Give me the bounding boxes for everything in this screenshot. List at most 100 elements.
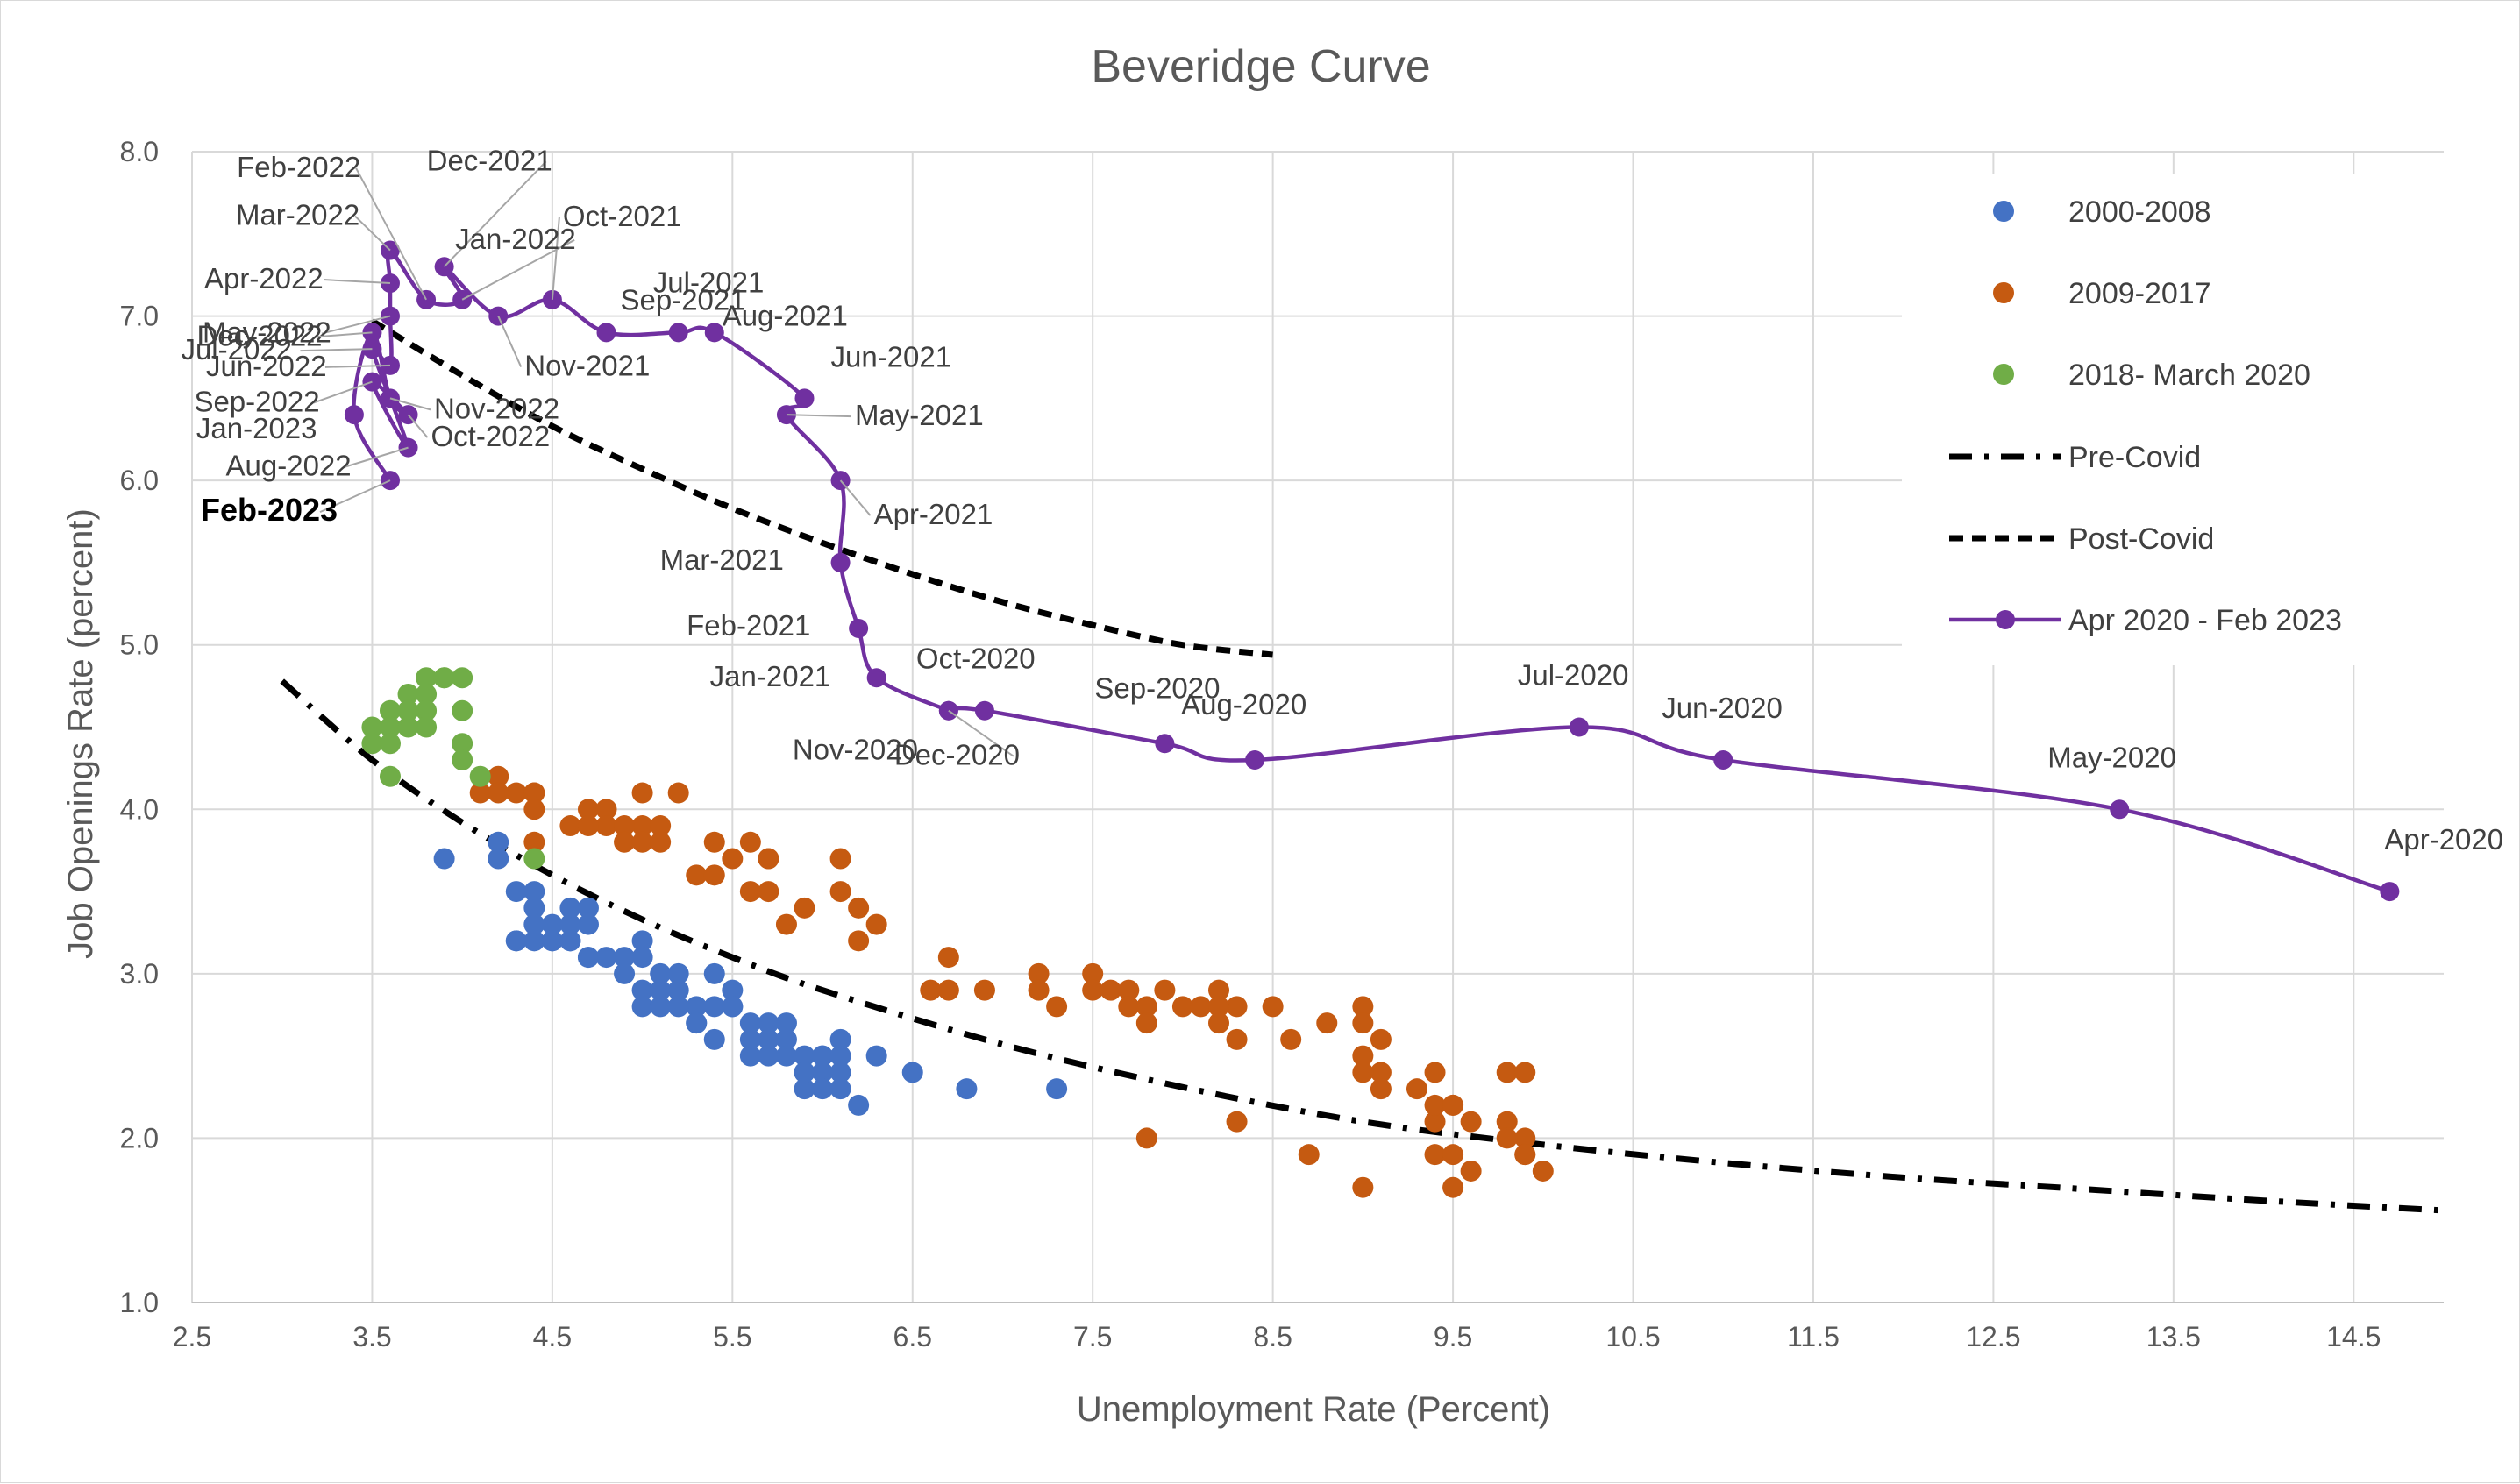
x-tick-label: 10.5 [1605, 1321, 1660, 1353]
leader-line [319, 479, 391, 514]
scatter-point-2009-2017 [703, 831, 725, 853]
legend-label: 2000-2008 [2068, 195, 2211, 229]
scatter-point-2000-2008 [956, 1078, 978, 1100]
scatter-point-2009-2017 [1460, 1160, 1482, 1182]
scatter-point-2000-2008 [488, 831, 509, 853]
scatter-point-2000-2008 [614, 947, 636, 969]
scatter-point-2009-2017 [505, 782, 527, 804]
scatter-point-2009-2017 [1496, 1062, 1518, 1083]
data-label: Feb-2022 [237, 151, 360, 183]
scatter-point-2009-2017 [758, 848, 779, 870]
scatter-point-2000-2008 [775, 1012, 797, 1034]
scatter-point-2009-2017 [1352, 1045, 1374, 1067]
pre-covid-curve [280, 678, 2445, 1214]
scatter-point-2009-2017 [523, 831, 545, 853]
scatter-point-2000-2008 [650, 979, 672, 1001]
scatter-point-2000-2008 [829, 1045, 851, 1067]
scatter-point-2000-2008 [739, 1028, 761, 1050]
leader-line [551, 217, 560, 300]
scatter-point-2009-2017 [1171, 996, 1193, 1018]
data-label: Oct-2022 [431, 420, 551, 452]
x-tick-label: 12.5 [1966, 1321, 2020, 1353]
scatter-point-2009-2017 [631, 782, 653, 804]
data-label: Dec-2020 [894, 739, 1020, 771]
scatter-point-2000-2008 [614, 962, 636, 984]
leader-line [443, 160, 547, 267]
legend-label: Pre-Covid [2068, 441, 2201, 474]
legend: 2000-2008 2009-2017 2018- March 2020 Pre-Co… [1902, 174, 2445, 665]
y-tick-label: 2.0 [120, 1122, 159, 1154]
scatter-point-2009-2017 [595, 815, 617, 837]
data-label: Sep-2021 [621, 283, 746, 316]
scatter-point-2000-2008 [812, 1045, 834, 1067]
leader-line [497, 316, 523, 367]
scatter-point-2000-2008 [703, 996, 725, 1018]
scatter-point-2000-2008 [650, 996, 672, 1018]
scatter-point-2000-2008 [812, 1062, 834, 1083]
y-tick-label: 4.0 [120, 793, 159, 825]
scatter-point-2009-2017 [1352, 1012, 1374, 1034]
y-tick-label: 5.0 [120, 629, 159, 661]
scatter-point-2000-2008 [667, 996, 689, 1018]
scatter-point-2009-2017 [829, 848, 851, 870]
scatter-point-2000-2008 [901, 1062, 923, 1083]
scatter-point-2000-2008 [722, 996, 744, 1018]
scatter-point-2009-2017 [1298, 1144, 1320, 1166]
data-label: May-2020 [2047, 741, 2176, 773]
scatter-point-2009-2017 [1208, 996, 1230, 1018]
x-tick-label: 9.5 [1434, 1321, 1472, 1353]
covid-point [398, 437, 418, 458]
scatter-point-2018-march-2020 [379, 699, 401, 721]
leader-line [354, 215, 391, 252]
covid-point [596, 323, 616, 343]
scatter-point-2009-2017 [1532, 1160, 1554, 1182]
x-tick-label: 14.5 [2326, 1321, 2381, 1353]
scatter-point-2009-2017 [1514, 1144, 1536, 1166]
y-axis-title: Job Openings Rate (percent) [61, 508, 100, 959]
legend-label: 2018- March 2020 [2068, 359, 2310, 392]
data-label: Dec-2022 [196, 319, 322, 351]
scatter-point-2009-2017 [937, 947, 959, 969]
legend-label: Apr 2020 - Feb 2023 [2068, 604, 2342, 637]
data-label: Oct-2021 [563, 200, 682, 232]
scatter-point-2000-2008 [775, 1045, 797, 1067]
scatter-point-2009-2017 [488, 765, 509, 787]
scatter-point-2018-march-2020 [416, 667, 438, 689]
data-label: Apr-2021 [874, 498, 993, 530]
scatter-point-2000-2008 [433, 848, 455, 870]
data-label: Jul-2021 [653, 266, 765, 298]
data-label: Aug-2020 [1181, 688, 1306, 721]
scatter-point-2018-march-2020 [452, 733, 473, 755]
scatter-point-2009-2017 [775, 913, 797, 935]
scatter-point-2009-2017 [1135, 1127, 1157, 1149]
x-tick-label: 6.5 [893, 1321, 932, 1353]
scatter-point-2009-2017 [722, 848, 744, 870]
data-label: Jun-2020 [1662, 692, 1783, 724]
scatter-point-2009-2017 [1280, 1028, 1302, 1050]
scatter-point-2000-2008 [829, 1062, 851, 1083]
scatter-point-2009-2017 [1262, 996, 1284, 1018]
data-label: Jan-2022 [455, 223, 576, 255]
scatter-point-2009-2017 [1352, 996, 1374, 1018]
data-label: Feb-2021 [687, 609, 810, 642]
scatter-point-2000-2008 [577, 897, 599, 919]
leader-line [786, 414, 851, 418]
scatter-point-2018-march-2020 [416, 716, 438, 738]
data-label: Jun-2022 [206, 350, 327, 382]
scatter-point-2018-march-2020 [361, 733, 383, 755]
scatter-point-2009-2017 [488, 782, 509, 804]
data-label: Aug-2021 [723, 299, 848, 331]
legend-marker [1993, 201, 2014, 222]
covid-point [974, 700, 994, 721]
y-tick-label: 8.0 [120, 136, 159, 167]
scatter-point-2018-march-2020 [397, 699, 419, 721]
data-label: Jan-2021 [710, 660, 831, 692]
scatter-point-2018-march-2020 [523, 848, 545, 870]
scatter-point-2000-2008 [523, 881, 545, 903]
scatter-point-2000-2008 [541, 930, 563, 952]
scatter-point-2009-2017 [1046, 996, 1068, 1018]
scatter-point-2000-2008 [848, 1094, 870, 1116]
legend-marker [1993, 282, 2014, 303]
scatter-point-2018-march-2020 [452, 667, 473, 689]
